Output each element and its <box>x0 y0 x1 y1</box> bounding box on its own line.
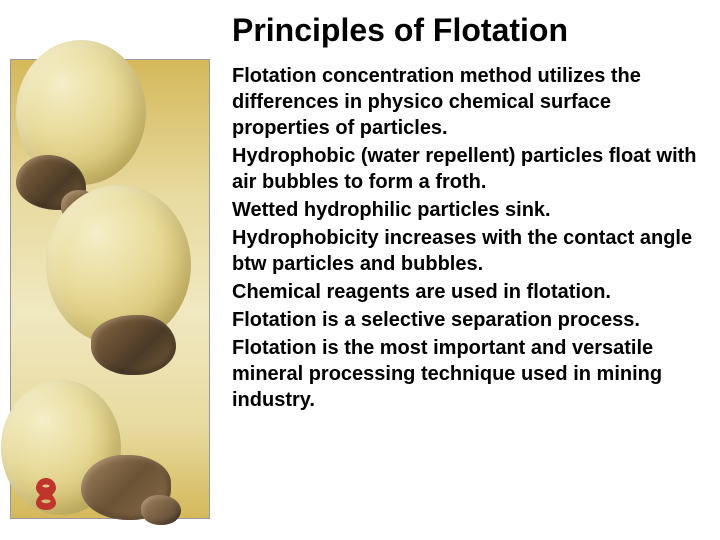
bullet-item: Chemical reagents are used in flotation. <box>232 279 705 305</box>
flotation-illustration <box>10 59 210 519</box>
bullet-item: Wetted hydrophilic particles sink. <box>232 197 705 223</box>
rock-2 <box>91 315 176 375</box>
bullet-item: Hydrophobic (water repellent) particles … <box>232 143 705 195</box>
content-wrapper: Flotation concentration method utilizes … <box>0 59 720 519</box>
slide-title: Principles of Flotation <box>80 0 720 59</box>
bullet-item: Flotation is the most important and vers… <box>232 335 705 413</box>
bullet-item: Flotation is a selective separation proc… <box>232 307 705 333</box>
dragon-emblem-icon <box>26 473 66 513</box>
bullet-item: Flotation concentration method utilizes … <box>232 63 705 141</box>
bullet-list: Flotation concentration method utilizes … <box>210 59 720 519</box>
bullet-item: Hydrophobicity increases with the contac… <box>232 225 705 277</box>
rock-3b <box>141 495 181 525</box>
